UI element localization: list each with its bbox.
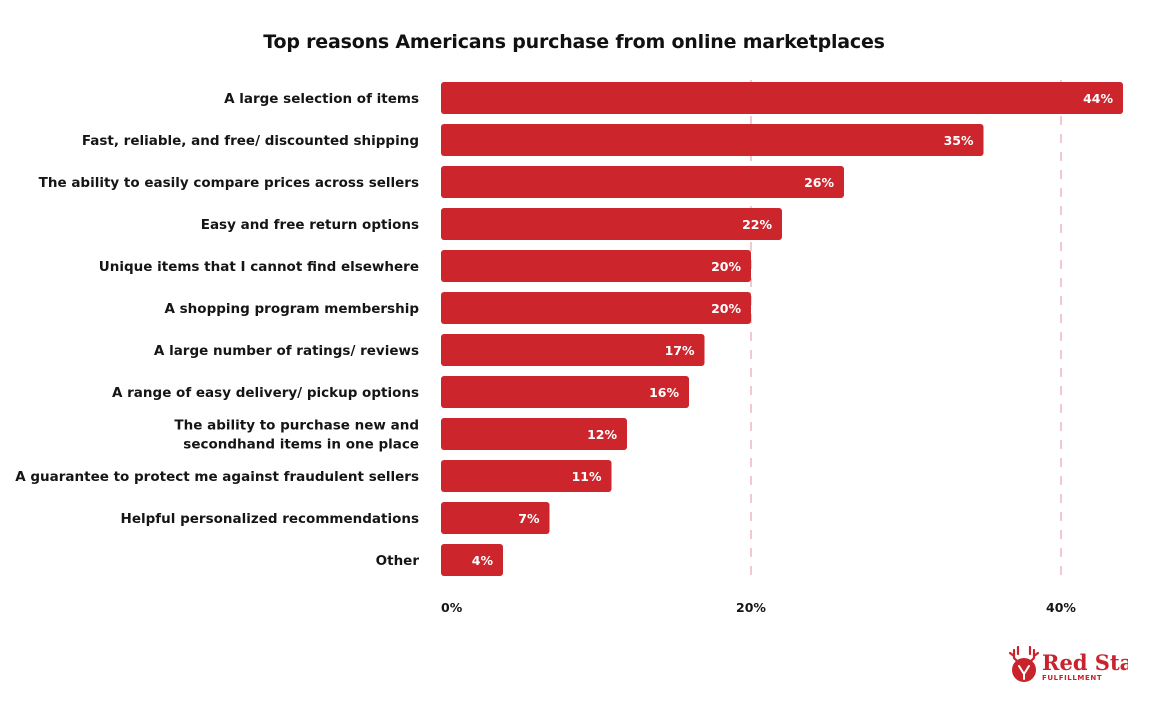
logo-sub: FULFILLMENT	[1042, 674, 1102, 682]
value-label-9: 11%	[572, 469, 602, 484]
chart-title: Top reasons Americans purchase from onli…	[263, 31, 885, 53]
category-label-9: A guarantee to protect me against fraudu…	[15, 469, 419, 485]
category-label-5: A shopping program membership	[165, 301, 420, 317]
value-label-10: 7%	[518, 511, 540, 526]
bar-7	[441, 376, 689, 408]
bar-4	[441, 250, 751, 282]
category-labels: A large selection of items Fast, reliable…	[15, 91, 419, 569]
category-label-3: Easy and free return options	[201, 217, 419, 233]
x-axis-ticks: 0% 20% 40%	[441, 600, 1076, 615]
red-stag-logo: Red Stag FULFILLMENT	[1008, 645, 1128, 682]
x-tick-label-0: 0%	[441, 600, 463, 615]
x-tick-label-40: 40%	[1046, 600, 1076, 615]
category-label-6: A large number of ratings/ reviews	[154, 343, 419, 359]
bar-10	[441, 502, 550, 534]
category-label-4: Unique items that I cannot find elsewher…	[99, 259, 419, 275]
x-tick-label-20: 20%	[736, 600, 766, 615]
value-label-1: 35%	[944, 133, 974, 148]
bar-11	[441, 544, 503, 576]
value-label-7: 16%	[649, 385, 679, 400]
value-label-6: 17%	[665, 343, 695, 358]
bar-0	[441, 82, 1123, 114]
bar-1	[441, 124, 984, 156]
bar-5	[441, 292, 751, 324]
bar-9	[441, 460, 612, 492]
category-label-1: Fast, reliable, and free/ discounted shi…	[82, 133, 419, 149]
bar-3	[441, 208, 782, 240]
value-labels: 44% 35% 26% 22% 20% 20% 17% 16% 12% 11% 7% 4%	[472, 91, 1114, 568]
value-label-3: 22%	[742, 217, 772, 232]
bar-2	[441, 166, 844, 198]
value-label-2: 26%	[804, 175, 834, 190]
value-label-4: 20%	[711, 259, 741, 274]
logo-name: Red Stag	[1042, 650, 1128, 675]
stag-head-icon	[1008, 645, 1040, 682]
category-label-11: Other	[376, 553, 420, 569]
bars	[441, 82, 1123, 576]
value-label-11: 4%	[472, 553, 494, 568]
category-label-7: A range of easy delivery/ pickup options	[112, 385, 419, 401]
category-label-2: The ability to easily compare prices acr…	[39, 175, 419, 191]
value-label-8: 12%	[587, 427, 617, 442]
category-label-8: The ability to purchase new and secondhan…	[174, 418, 419, 453]
category-label-0: A large selection of items	[224, 91, 419, 107]
bar-8	[441, 418, 627, 450]
value-label-0: 44%	[1083, 91, 1113, 106]
gridlines	[750, 80, 1062, 580]
value-label-5: 20%	[711, 301, 741, 316]
category-label-10: Helpful personalized recommendations	[121, 511, 419, 527]
bar-6	[441, 334, 705, 366]
